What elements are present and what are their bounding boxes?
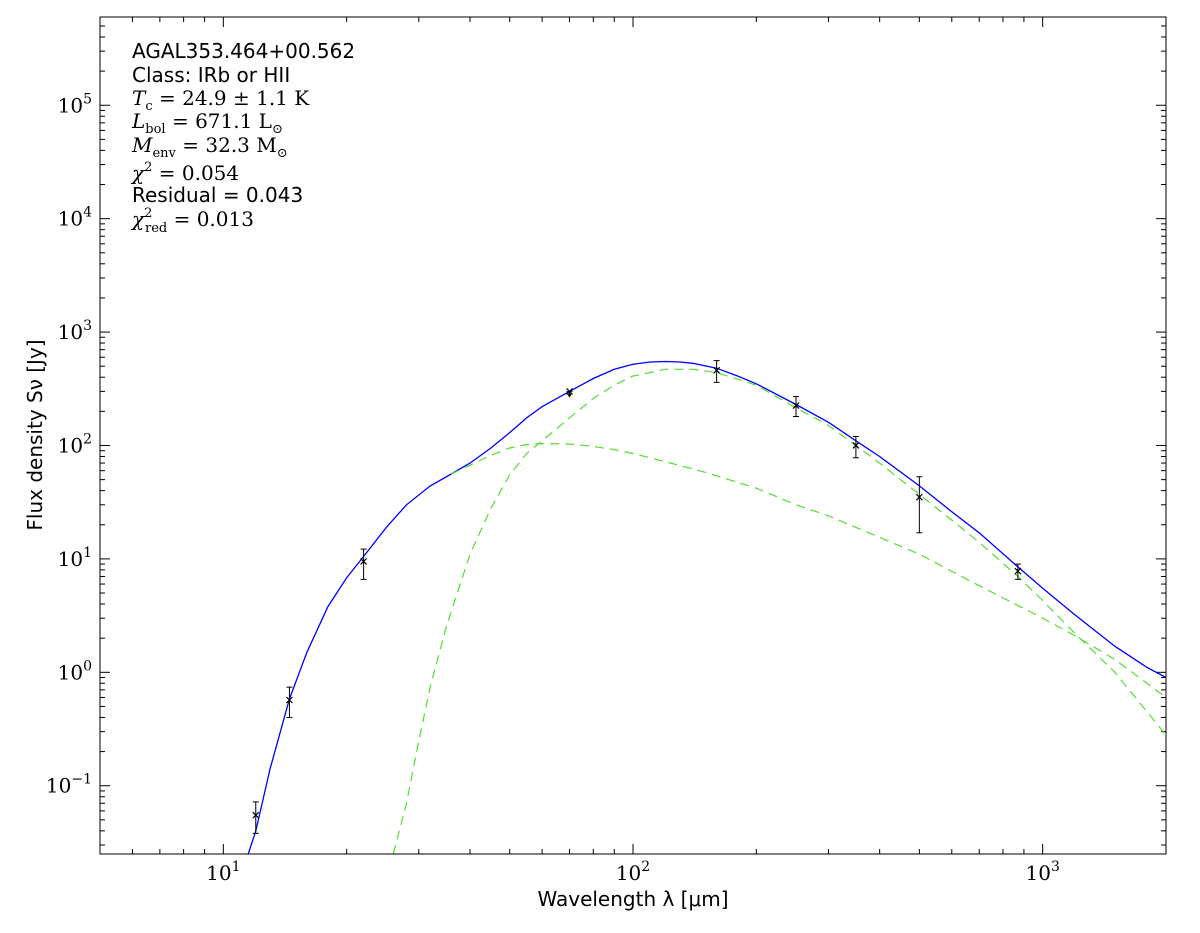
- annotation-chi2: χ2 = 0.054: [130, 160, 239, 185]
- x-tick-label: 101: [206, 859, 240, 885]
- data-point: [852, 436, 860, 459]
- point-marker: [915, 493, 923, 501]
- point-marker: [713, 366, 721, 374]
- measurements-layer: [252, 360, 1022, 834]
- axis-ticks: [99, 16, 1167, 854]
- component-fit-curve-1: [450, 442, 1166, 698]
- x-tick-label: 102: [616, 859, 650, 885]
- annotation-residual: Residual = 0.043: [132, 183, 303, 207]
- y-tick-label: 101: [58, 545, 92, 571]
- point-marker: [852, 442, 860, 449]
- tick-labels: 101 102 103 10−1 100 101 102 103 104 105: [46, 91, 1060, 885]
- plot-background: [100, 17, 1166, 854]
- point-marker: [792, 402, 800, 409]
- point-marker: [566, 387, 573, 395]
- point-marker: [252, 811, 260, 819]
- y-axis-title: Flux density Sν [Jy]: [23, 339, 47, 530]
- annotation-source: AGAL353.464+00.562: [132, 39, 355, 63]
- data-point: [792, 396, 800, 418]
- y-tick-label: 105: [58, 91, 92, 117]
- data-point: [360, 548, 368, 580]
- total-fit-curve: [247, 360, 1166, 854]
- annotation-menv: Menv = 32.3 M⊙: [131, 133, 288, 161]
- upper-limit-arrow: [567, 393, 573, 398]
- data-point: [566, 387, 573, 398]
- y-tick-label: 100: [58, 658, 92, 684]
- y-tick-label: 104: [58, 205, 92, 231]
- y-tick-label: 102: [58, 431, 92, 457]
- y-tick-label: 103: [58, 318, 92, 344]
- annotation-tc: Tc = 24.9 ± 1.1 K: [132, 86, 310, 114]
- point-marker: [1014, 567, 1022, 575]
- data-point: [915, 476, 923, 534]
- point-marker: [360, 557, 368, 565]
- x-tick-label: 103: [1025, 859, 1059, 885]
- annotation-chi2-red: χ2 red = 0.013: [130, 206, 254, 236]
- point-marker: [286, 696, 293, 704]
- annotation-class: Class: IRb or HII: [132, 63, 290, 87]
- x-axis-title: Wavelength λ [μm]: [537, 887, 728, 911]
- series-layer: [247, 360, 1166, 854]
- data-point: [252, 801, 260, 834]
- data-point: [713, 360, 721, 383]
- annotation-block: AGAL353.464+00.562 Class: IRb or HII Tc …: [130, 39, 355, 236]
- plot-frame: [99, 16, 1167, 855]
- data-point: [1014, 563, 1022, 580]
- annotation-lbol: Lbol = 671.1 L⊙: [131, 109, 283, 137]
- data-point: [286, 686, 293, 718]
- y-tick-label: 10−1: [46, 772, 92, 798]
- component-fit-curve-2: [392, 368, 1166, 854]
